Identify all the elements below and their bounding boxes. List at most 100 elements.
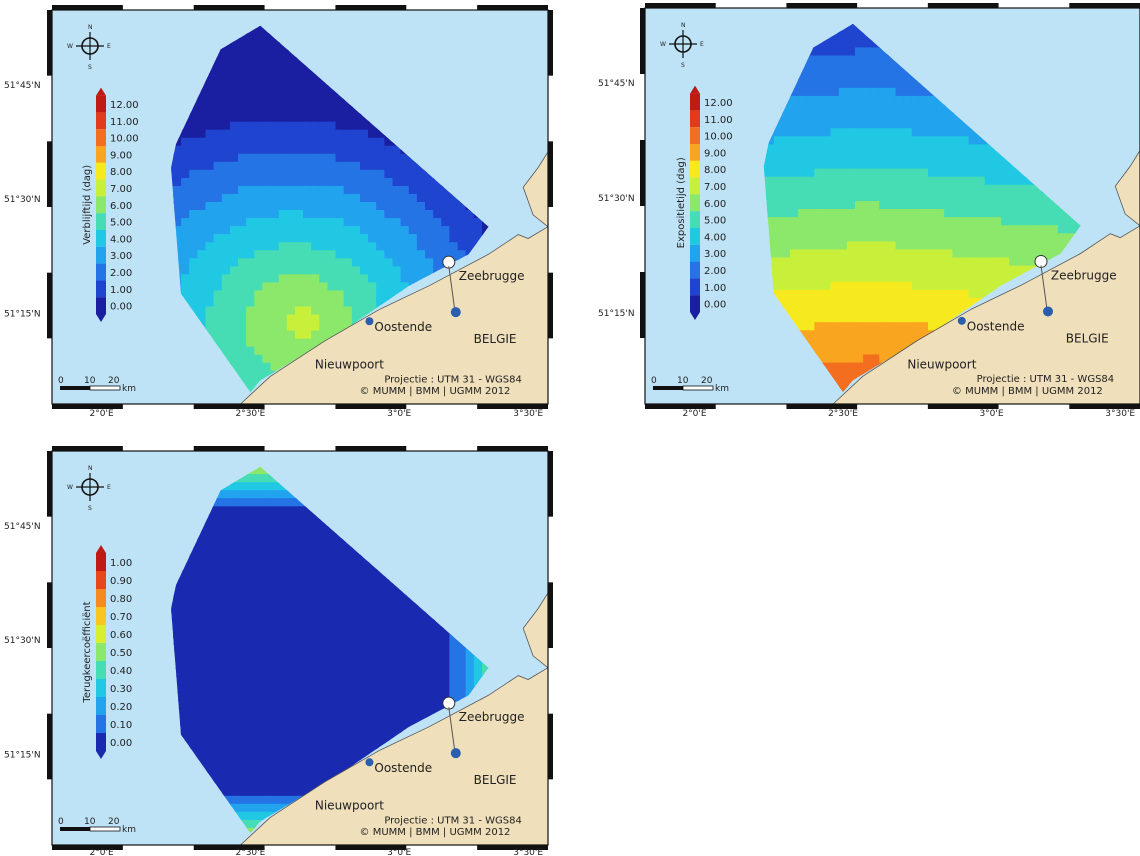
longitude-label: 2°0'E (90, 409, 114, 419)
longitude-label: 2°0'E (682, 409, 706, 419)
compass-n: N (681, 22, 686, 29)
border-tick (786, 404, 858, 409)
compass-s: S (88, 64, 92, 71)
border-tick (193, 845, 265, 850)
legend-value: 0.10 (110, 720, 132, 731)
border-tick (52, 845, 123, 850)
scale-label-0: 0 (58, 376, 64, 386)
legend-value: 0.30 (110, 684, 132, 695)
border-tick (52, 446, 123, 451)
oostende-marker (365, 317, 374, 326)
legend-value: 7.00 (704, 182, 726, 193)
border-tick (548, 272, 553, 339)
legend-value: 11.00 (110, 117, 139, 128)
border-tick (47, 451, 52, 517)
legend-swatch (96, 297, 106, 314)
legend-swatch (96, 246, 106, 264)
scale-label-20: 20 (108, 817, 120, 827)
scale-label-10: 10 (84, 817, 96, 827)
label-country: BELGIE (474, 332, 517, 346)
credit-projection: Projectie : UTM 31 - WGS84 (384, 815, 522, 826)
legend-title: Expositietijd (dag) (676, 157, 687, 248)
legend-bottom-arrow (96, 314, 106, 322)
legend-swatch (690, 295, 700, 312)
compass-n: N (88, 24, 93, 31)
border-tick (47, 713, 52, 780)
latitude-label: 51°30'N (4, 636, 41, 646)
legend-value: 0.90 (110, 576, 132, 587)
latitude-label: 51°30'N (598, 194, 635, 204)
label-country: BELGIE (474, 773, 517, 787)
legend-swatch (690, 93, 700, 111)
latitude-label: 51°45'N (598, 79, 635, 89)
legend-bottom-arrow (690, 312, 700, 320)
compass-w: W (67, 484, 73, 491)
brugge-marker (1043, 306, 1053, 317)
border-tick (52, 5, 123, 10)
border-tick (548, 10, 553, 76)
legend-value: 12.00 (110, 100, 139, 111)
longitude-label: 3°30'E (513, 409, 543, 419)
legend-swatch (690, 177, 700, 195)
compass-e: E (107, 484, 111, 491)
border-tick (640, 272, 645, 338)
legend-swatch (690, 110, 700, 128)
legend-swatch (96, 697, 106, 715)
scalebar-light (89, 826, 121, 832)
legend-value: 0.00 (110, 738, 132, 749)
scale-unit: km (122, 825, 136, 835)
netherlands-land (1114, 149, 1140, 227)
compass-s: S (681, 62, 685, 69)
map-verblijftijd: Zeebrugge Oostende Nieuwpoort BELGIE Project… (4, 5, 553, 419)
border-tick (548, 141, 553, 207)
legend-value: 0.40 (110, 666, 132, 677)
legend-value: 9.00 (704, 148, 726, 159)
label-zeebrugge: Zeebrugge (459, 710, 525, 724)
border-tick (548, 582, 553, 648)
legend-value: 2.00 (704, 266, 726, 277)
legend-value: 2.00 (110, 268, 132, 279)
scalebar-dark (60, 827, 90, 831)
legend-value: 4.00 (704, 232, 726, 243)
latitude-label: 51°45'N (4, 522, 41, 532)
border-tick (477, 845, 548, 850)
border-tick (47, 582, 52, 648)
compass-s: S (88, 505, 92, 512)
legend-value: 10.00 (110, 134, 139, 145)
legend-swatch (690, 278, 700, 296)
compass-e: E (700, 41, 704, 48)
legend-value: 3.00 (704, 249, 726, 260)
legend-top-arrow (96, 87, 106, 96)
legend-value: 0.80 (110, 594, 132, 605)
legend-swatch (96, 715, 106, 733)
legend-top-arrow (690, 85, 700, 94)
legend-swatch (96, 213, 106, 230)
latitude-label: 51°15'N (598, 309, 635, 319)
longitude-label: 3°0'E (387, 409, 411, 419)
brugge-marker (450, 748, 461, 759)
legend-value: 1.00 (110, 285, 132, 296)
netherlands-land (522, 151, 548, 228)
canal-line (1040, 265, 1048, 310)
legend-swatch (690, 211, 700, 228)
belgium-land (832, 225, 1140, 404)
label-zeebrugge: Zeebrugge (459, 269, 525, 283)
scale-label-20: 20 (108, 376, 120, 386)
legend-swatch (96, 263, 106, 281)
legend-swatch (96, 196, 106, 214)
border-tick (335, 845, 407, 850)
label-nieuwpoort: Nieuwpoort (315, 799, 384, 813)
longitude-label: 3°30'E (513, 848, 543, 856)
legend-bottom-arrow (96, 751, 106, 759)
border-tick (786, 3, 858, 8)
legend-value: 12.00 (704, 98, 733, 109)
scale-label-10: 10 (677, 376, 689, 386)
legend-swatch (96, 162, 106, 180)
border-tick (193, 404, 265, 409)
scale-unit: km (122, 384, 136, 394)
legend-value: 1.00 (704, 283, 726, 294)
legend-swatch (96, 643, 106, 661)
legend-swatch (96, 230, 106, 247)
border-tick (47, 272, 52, 339)
